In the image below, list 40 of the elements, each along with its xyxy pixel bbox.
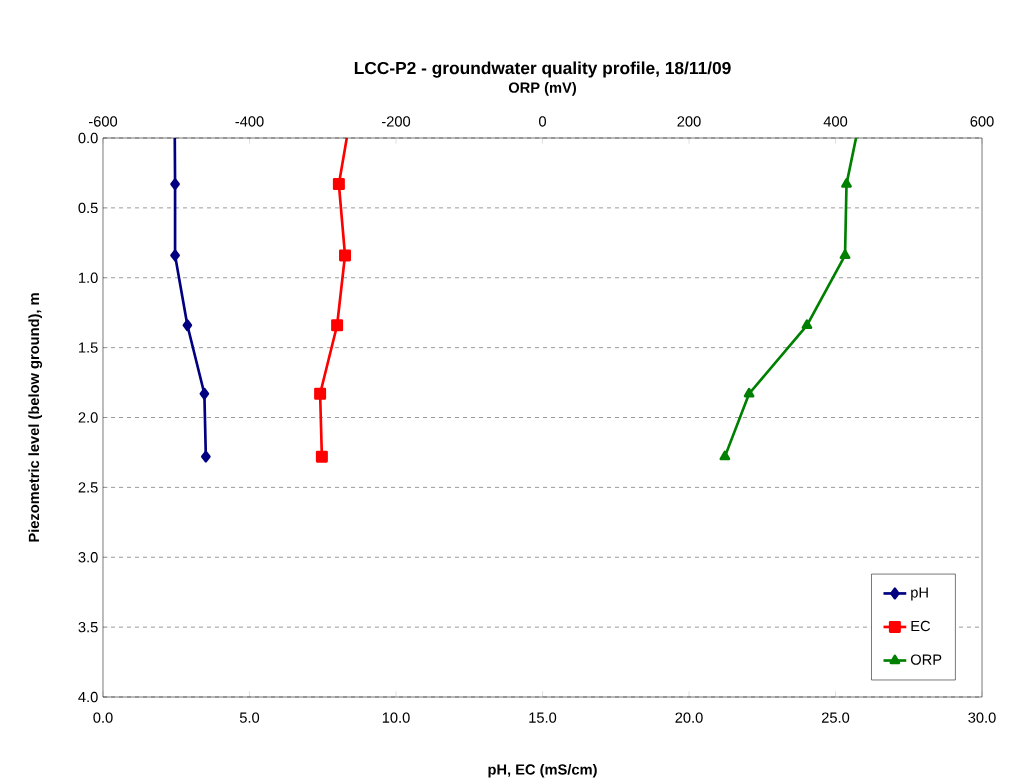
x2-tick-label: -600 (88, 116, 118, 127)
y-tick-label: 3.5 (78, 621, 98, 633)
point (314, 387, 327, 400)
y-axis-title: Piezometric level (below ground), m (28, 293, 43, 542)
y-tick-label: 1.5 (79, 342, 98, 353)
x-tick-label: 0.0 (93, 712, 113, 723)
point (339, 249, 352, 262)
point (170, 178, 180, 191)
point (332, 178, 345, 191)
y-tick-label: 1.0 (79, 272, 98, 283)
y-tick-label: 0.5 (78, 202, 98, 214)
y-tick-label: 4.0 (78, 691, 98, 703)
x2-tick-label: 400 (823, 116, 848, 127)
chart-title: LCC-P2 - groundwater quality profile, 18/11/09 (354, 61, 731, 78)
x-tick-label: 15.0 (529, 712, 557, 723)
x-tick-label: 25.0 (821, 712, 850, 723)
x2-axis-title: ORP (mV) (508, 82, 576, 96)
x-tick-label: 5.0 (239, 712, 260, 723)
point (201, 450, 211, 463)
y-tick-label: 3.0 (78, 552, 98, 563)
x-tick-label: 20.0 (675, 712, 703, 723)
x2-tick-label: 200 (677, 116, 701, 127)
legend-label: EC (911, 620, 931, 632)
point (199, 387, 210, 400)
x-tick-label: 10.0 (382, 712, 410, 723)
y-tick-label: 0.0 (78, 132, 98, 144)
point (315, 450, 328, 463)
point (170, 249, 180, 262)
legend-label: pH (911, 587, 928, 601)
x2-tick-label: -400 (235, 116, 264, 127)
x-axis-title: pH, EC (mS/cm) (488, 763, 597, 778)
y-tick-label: 2.0 (78, 412, 98, 423)
x2-tick-label: 600 (970, 116, 994, 127)
legend-label: ORP (910, 654, 942, 665)
x-tick-label: 30.0 (968, 712, 996, 723)
point (182, 319, 193, 332)
point (331, 319, 344, 332)
x2-tick-label: 0 (539, 116, 546, 127)
y-tick-label: 2.5 (78, 482, 98, 493)
x2-tick-label: -200 (381, 116, 411, 127)
